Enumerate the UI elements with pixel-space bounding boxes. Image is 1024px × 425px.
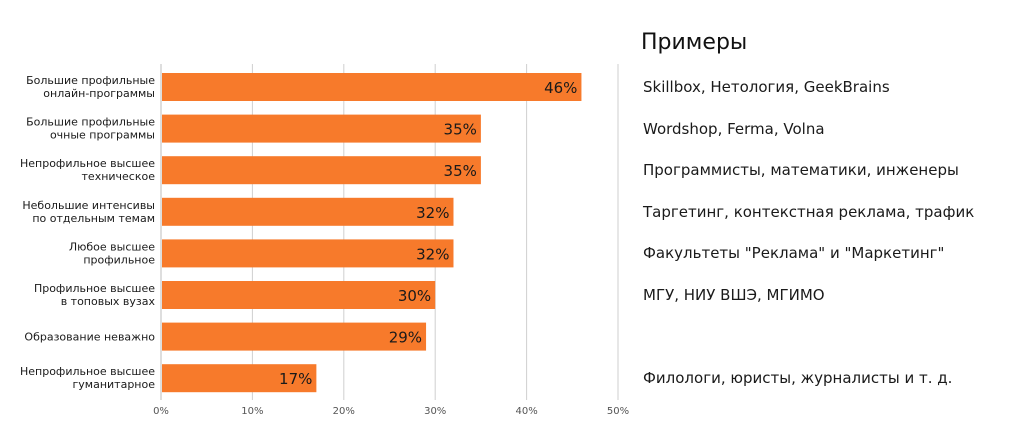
x-tick-label: 10%: [241, 406, 263, 417]
category-label: Образование неважно: [24, 331, 155, 344]
example-item: Филологи, юристы, журналисты и т. д.: [643, 369, 953, 388]
bar: [162, 73, 582, 101]
category-label: профильное: [83, 253, 155, 266]
category-label: Непрофильное высшее: [20, 157, 155, 170]
example-item: Skillbox, Нетология, GeekBrains: [643, 78, 890, 96]
bar: [162, 239, 454, 268]
x-tick-label: 0%: [153, 406, 169, 417]
bar: [162, 197, 454, 226]
examples-title: Примеры: [641, 30, 748, 55]
bar: [162, 114, 481, 143]
category-label: очные программы: [50, 129, 155, 142]
bar-value-label: 46%: [544, 79, 577, 97]
bar: [162, 156, 481, 185]
x-tick-label: 30%: [424, 406, 446, 417]
x-tick-label: 40%: [515, 406, 537, 417]
bar-value-label: 17%: [279, 370, 312, 388]
category-label: Любое высшее: [69, 240, 155, 253]
bar-chart: 0% 10% 20% 30% 40% 50%46%Большие профильныеон…: [20, 64, 629, 417]
example-item: Факультеты "Реклама" и "Маркетинг": [643, 244, 945, 263]
x-tick-label: 20%: [333, 406, 355, 417]
category-label: Небольшие интенсивы: [22, 199, 155, 212]
bar-value-label: 32%: [416, 204, 449, 222]
example-item: Wordshop, Ferma, Volna: [643, 119, 825, 138]
example-item: Таргетинг, контекстная реклама, трафик: [643, 202, 975, 221]
bar-value-label: 35%: [444, 121, 477, 139]
example-item: Программисты, математики, инженеры: [643, 161, 959, 180]
bar-value-label: 30%: [398, 287, 431, 305]
bar: [162, 364, 317, 393]
category-label: в топовых вузах: [61, 295, 156, 308]
category-label: по отдельным темам: [32, 212, 155, 225]
x-tick-label: 50%: [607, 406, 629, 417]
category-label: гуманитарное: [73, 378, 156, 391]
bar-value-label: 35%: [444, 162, 477, 180]
example-item: МГУ, НИУ ВШЭ, МГИМО: [643, 286, 825, 304]
bar-value-label: 29%: [389, 329, 422, 347]
category-label: Непрофильное высшее: [20, 365, 155, 378]
category-label: онлайн-программы: [43, 87, 155, 100]
bar: [162, 281, 436, 309]
category-label: техническое: [82, 170, 156, 183]
bar: [162, 322, 427, 351]
bar-value-label: 32%: [416, 245, 449, 263]
category-label: Профильное высшее: [34, 282, 155, 295]
category-label: Большие профильные: [26, 74, 155, 87]
category-label: Большие профильные: [26, 116, 155, 129]
